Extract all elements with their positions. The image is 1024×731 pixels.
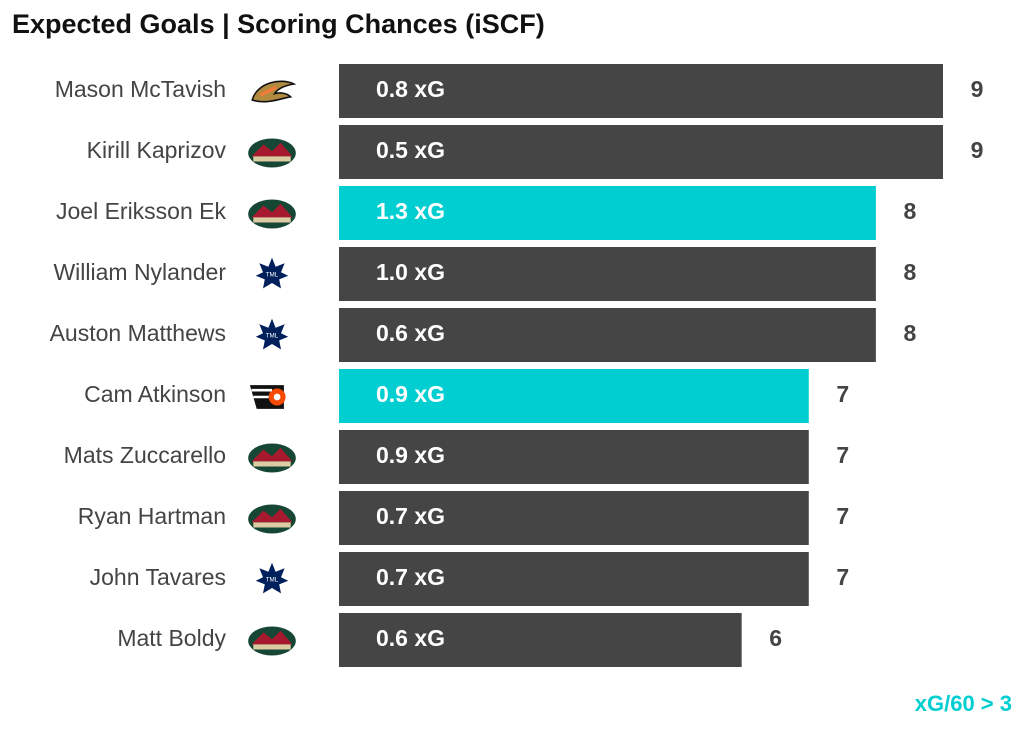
bar (339, 491, 809, 545)
xg-label: 0.7 xG (376, 564, 445, 590)
value-label: 9 (971, 137, 984, 163)
value-label: 8 (903, 198, 916, 224)
xg-label: 0.9 xG (376, 442, 445, 468)
bar (339, 125, 943, 179)
value-label: 8 (903, 320, 916, 346)
bar (339, 247, 876, 301)
value-label: 7 (836, 381, 849, 407)
bar (339, 64, 943, 118)
bar (339, 186, 876, 240)
bar (339, 308, 876, 362)
value-label: 8 (903, 259, 916, 285)
annotation: xG/60 > 3 (915, 691, 1012, 716)
category-label: Ryan Hartman (78, 503, 226, 529)
category-label: Matt Boldy (117, 625, 226, 651)
value-label: 7 (836, 564, 849, 590)
category-label: Kirill Kaprizov (87, 137, 227, 163)
bar (339, 369, 809, 423)
category-label: Mason McTavish (55, 76, 226, 102)
bar (339, 613, 742, 667)
xg-label: 0.6 xG (376, 320, 445, 346)
xg-label: 0.6 xG (376, 625, 445, 651)
value-label: 7 (836, 442, 849, 468)
category-label: Cam Atkinson (84, 381, 226, 407)
value-label: 7 (836, 503, 849, 529)
value-label: 6 (769, 625, 782, 651)
bar (339, 552, 809, 606)
xg-label: 0.5 xG (376, 137, 445, 163)
team-logos (248, 79, 296, 656)
category-label: Auston Matthews (50, 320, 226, 346)
xg-label: 0.8 xG (376, 76, 445, 102)
xg-label: 0.9 xG (376, 381, 445, 407)
value-label: 9 (971, 76, 984, 102)
category-label: William Nylander (53, 259, 226, 285)
category-label: John Tavares (90, 564, 226, 590)
xg-label: 1.0 xG (376, 259, 445, 285)
xg-label: 0.7 xG (376, 503, 445, 529)
bar (339, 430, 809, 484)
xg-label: 1.3 xG (376, 198, 445, 224)
chart-title: Expected Goals | Scoring Chances (iSCF) (12, 9, 545, 39)
category-label: Joel Eriksson Ek (56, 198, 227, 224)
category-label: Mats Zuccarello (64, 442, 226, 468)
